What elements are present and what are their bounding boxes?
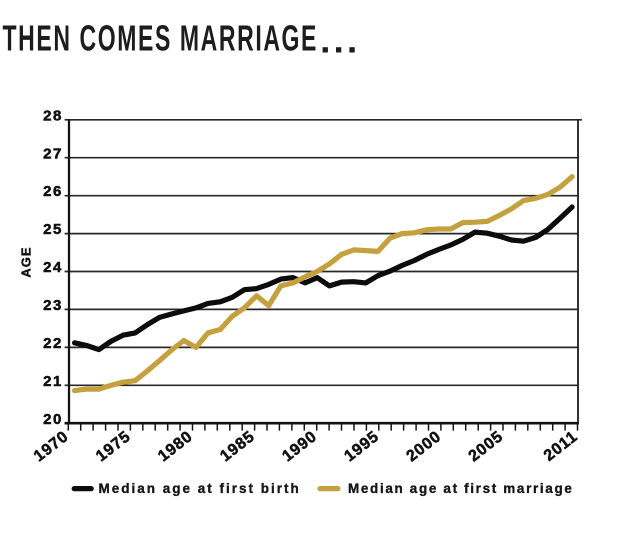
svg-text:THEN COMES MARRIAGE: THEN COMES MARRIAGE [3,17,319,58]
svg-text:21: 21 [43,373,63,390]
svg-text:26: 26 [43,183,63,200]
svg-text:Median age at first marriage: Median age at first marriage [348,481,574,496]
svg-text:AGE: AGE [19,246,34,277]
svg-text:22: 22 [43,335,63,352]
svg-text:28: 28 [43,107,63,124]
svg-text:27: 27 [43,145,63,162]
svg-text:Median age at first birth: Median age at first birth [99,481,301,496]
svg-text:20: 20 [43,411,63,428]
svg-text:23: 23 [43,297,63,314]
svg-text:25: 25 [43,221,63,238]
svg-text:24: 24 [43,259,63,276]
